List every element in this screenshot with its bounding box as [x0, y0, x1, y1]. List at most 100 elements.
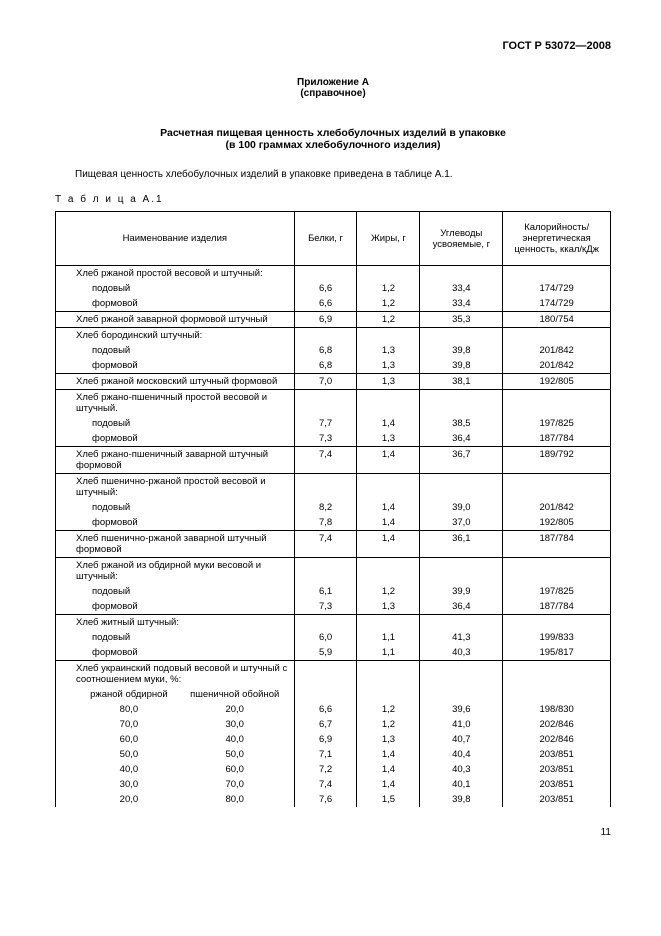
table-cell: Хлеб житный штучный: — [56, 615, 295, 631]
table-cell: 80,0 — [182, 794, 288, 805]
table-cell: 39,9 — [420, 584, 503, 599]
col-header-carbs: Углеводы усвояемые, г — [420, 212, 503, 266]
table-cell: 20,0 — [182, 704, 288, 715]
table-cell — [294, 390, 357, 417]
table-cell: 1,3 — [357, 374, 420, 390]
table-cell: подовый — [56, 500, 295, 515]
table-cell: 8,2 — [294, 500, 357, 515]
table-cell: 30,0 — [76, 779, 182, 790]
table-cell: 7,0 — [294, 374, 357, 390]
table-cell: 1,2 — [357, 717, 420, 732]
table-cell: ржаной обдирнойпшеничной обойной — [56, 687, 295, 702]
table-cell — [294, 687, 357, 702]
table-cell: 7,3 — [294, 599, 357, 615]
table-cell: 39,6 — [420, 702, 503, 717]
table-cell — [420, 661, 503, 688]
table-cell — [294, 328, 357, 344]
table-cell: 203/851 — [503, 792, 611, 807]
table-cell: 30,0 — [182, 719, 288, 730]
table-cell: 7,4 — [294, 777, 357, 792]
table-cell: 36,1 — [420, 531, 503, 558]
table-cell — [357, 328, 420, 344]
table-cell: 40,1 — [420, 777, 503, 792]
table-cell — [294, 661, 357, 688]
table-cell: 202/846 — [503, 717, 611, 732]
table-cell — [357, 687, 420, 702]
table-cell: 40,7 — [420, 732, 503, 747]
table-cell — [503, 328, 611, 344]
table-cell — [420, 615, 503, 631]
table-cell: 50,050,0 — [56, 747, 295, 762]
table-cell: 39,8 — [420, 358, 503, 374]
table-cell — [357, 266, 420, 282]
table-cell: 192/805 — [503, 374, 611, 390]
table-cell: 40,3 — [420, 762, 503, 777]
table-cell — [294, 558, 357, 585]
page-number: 11 — [55, 827, 611, 838]
nutrition-table: Наименование изделия Белки, г Жиры, г Уг… — [55, 211, 611, 807]
table-cell: 40,0 — [76, 764, 182, 775]
col-header-energy: Калорийность/ энергетическая ценность, к… — [503, 212, 611, 266]
table-cell: 203/851 — [503, 777, 611, 792]
table-cell: 1,4 — [357, 416, 420, 431]
table-cell — [420, 474, 503, 501]
table-cell: 1,3 — [357, 431, 420, 447]
table-cell: 6,9 — [294, 732, 357, 747]
table-cell: 1,2 — [357, 702, 420, 717]
table-cell: 1,4 — [357, 777, 420, 792]
table-cell — [420, 390, 503, 417]
table-cell: 1,3 — [357, 343, 420, 358]
table-cell: 7,1 — [294, 747, 357, 762]
flour-col1-label: ржаной обдирной — [76, 689, 182, 700]
table-cell — [357, 390, 420, 417]
table-cell: 203/851 — [503, 747, 611, 762]
table-cell — [294, 474, 357, 501]
table-cell: 195/817 — [503, 645, 611, 661]
table-cell: подовый — [56, 343, 295, 358]
table-cell: 60,0 — [182, 764, 288, 775]
table-cell: 1,4 — [357, 531, 420, 558]
table-cell: 80,0 — [76, 704, 182, 715]
table-cell: 38,1 — [420, 374, 503, 390]
table-cell: 1,2 — [357, 296, 420, 312]
col-header-name: Наименование изделия — [56, 212, 295, 266]
table-cell: 7,8 — [294, 515, 357, 531]
table-cell: 6,8 — [294, 343, 357, 358]
table-cell: 197/825 — [503, 416, 611, 431]
table-cell: формовой — [56, 296, 295, 312]
table-cell: 36,4 — [420, 431, 503, 447]
table-cell: 6,6 — [294, 296, 357, 312]
table-cell: Хлеб ржаной заварной формовой штучный — [56, 312, 295, 328]
table-cell: 6,9 — [294, 312, 357, 328]
table-cell — [357, 558, 420, 585]
table-cell: 40,0 — [182, 734, 288, 745]
table-cell: 60,0 — [76, 734, 182, 745]
col-header-protein: Белки, г — [294, 212, 357, 266]
table-cell: Хлеб ржаной московский штучный формовой — [56, 374, 295, 390]
table-cell: подовый — [56, 584, 295, 599]
table-cell — [420, 328, 503, 344]
appendix-sublabel: (справочное) — [55, 88, 611, 99]
table-cell: формовой — [56, 645, 295, 661]
table-cell: 6,6 — [294, 702, 357, 717]
table-cell: 70,030,0 — [56, 717, 295, 732]
col-header-fat: Жиры, г — [357, 212, 420, 266]
table-label: Т а б л и ц а А.1 — [55, 194, 611, 205]
table-cell: 20,080,0 — [56, 792, 295, 807]
table-cell — [503, 390, 611, 417]
table-cell: 192/805 — [503, 515, 611, 531]
table-cell: 187/784 — [503, 431, 611, 447]
table-cell: 203/851 — [503, 762, 611, 777]
table-cell: 1,1 — [357, 645, 420, 661]
table-cell: 197/825 — [503, 584, 611, 599]
table-cell: Хлеб украинский подовый весовой и штучны… — [56, 661, 295, 688]
table-cell: 35,3 — [420, 312, 503, 328]
table-cell: 40,4 — [420, 747, 503, 762]
table-cell — [420, 266, 503, 282]
table-cell: 70,0 — [182, 779, 288, 790]
table-cell: 7,3 — [294, 431, 357, 447]
table-cell: 6,8 — [294, 358, 357, 374]
table-cell: 1,2 — [357, 312, 420, 328]
table-cell: 187/784 — [503, 531, 611, 558]
table-cell: 1,2 — [357, 584, 420, 599]
